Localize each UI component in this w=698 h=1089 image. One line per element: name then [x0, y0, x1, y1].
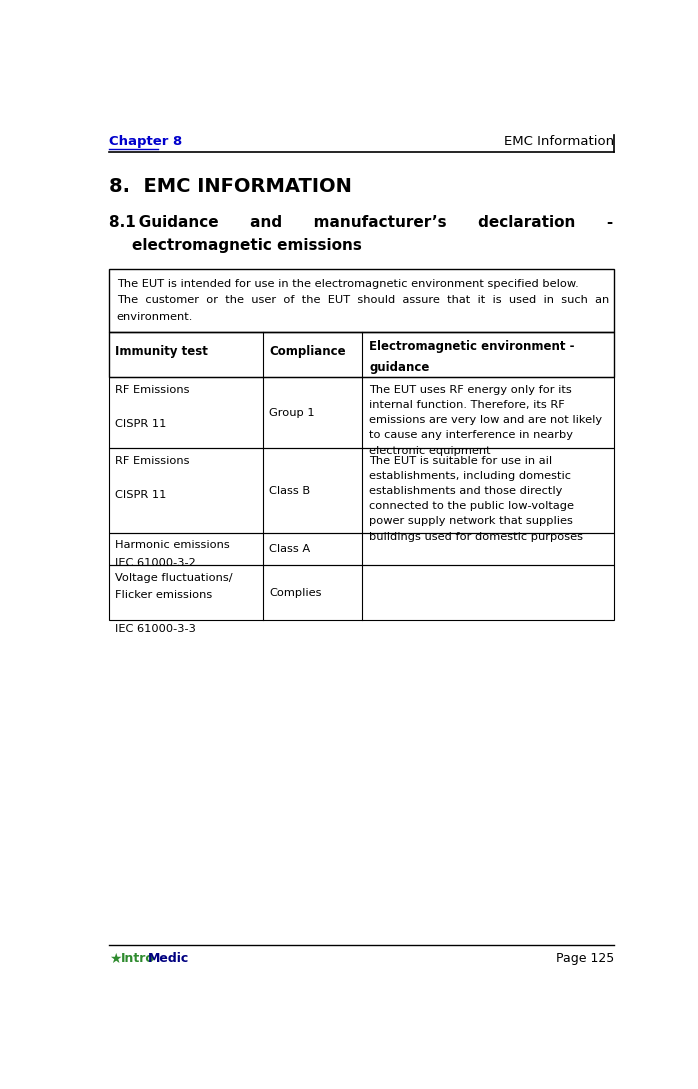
- Text: Page 125: Page 125: [556, 952, 614, 965]
- Bar: [109, 269, 614, 332]
- Text: ★: ★: [109, 952, 121, 966]
- Text: Immunity test: Immunity test: [115, 345, 208, 358]
- Text: RF Emissions

CISPR 11: RF Emissions CISPR 11: [115, 384, 190, 429]
- Bar: [109, 448, 614, 533]
- Text: Medic: Medic: [148, 952, 189, 965]
- Text: The EUT is suitable for use in ail
establishments, including domestic
establishm: The EUT is suitable for use in ail estab…: [369, 455, 584, 541]
- Text: RF Emissions

CISPR 11: RF Emissions CISPR 11: [115, 455, 190, 500]
- Text: 8.1 Guidance      and      manufacturer’s      declaration      -: 8.1 Guidance and manufacturer’s declarat…: [109, 216, 614, 231]
- Text: The EUT uses RF energy only for its
internal function. Therefore, its RF
emissio: The EUT uses RF energy only for its inte…: [369, 384, 602, 455]
- Text: Class A: Class A: [269, 544, 311, 554]
- Text: Complies: Complies: [269, 588, 322, 598]
- Bar: [109, 377, 614, 448]
- Text: Chapter 8: Chapter 8: [109, 135, 182, 148]
- Text: EMC Information: EMC Information: [504, 135, 614, 148]
- Text: Harmonic emissions
IEC 61000-3-2: Harmonic emissions IEC 61000-3-2: [115, 540, 230, 567]
- Text: 8.  EMC INFORMATION: 8. EMC INFORMATION: [109, 176, 352, 196]
- Text: Group 1: Group 1: [269, 408, 315, 418]
- Bar: [109, 565, 614, 621]
- Text: Voltage fluctuations/
Flicker emissions

IEC 61000-3-3: Voltage fluctuations/ Flicker emissions …: [115, 573, 232, 634]
- Text: Compliance: Compliance: [269, 345, 346, 358]
- Text: electromagnetic emissions: electromagnetic emissions: [132, 238, 362, 254]
- Text: Intro: Intro: [121, 952, 154, 965]
- Text: Electromagnetic environment -
guidance: Electromagnetic environment - guidance: [369, 340, 575, 375]
- Bar: [109, 332, 614, 377]
- Bar: [109, 533, 614, 565]
- Text: The EUT is intended for use in the electromagnetic environment specified below.
: The EUT is intended for use in the elect…: [117, 279, 609, 322]
- Text: Class B: Class B: [269, 486, 311, 495]
